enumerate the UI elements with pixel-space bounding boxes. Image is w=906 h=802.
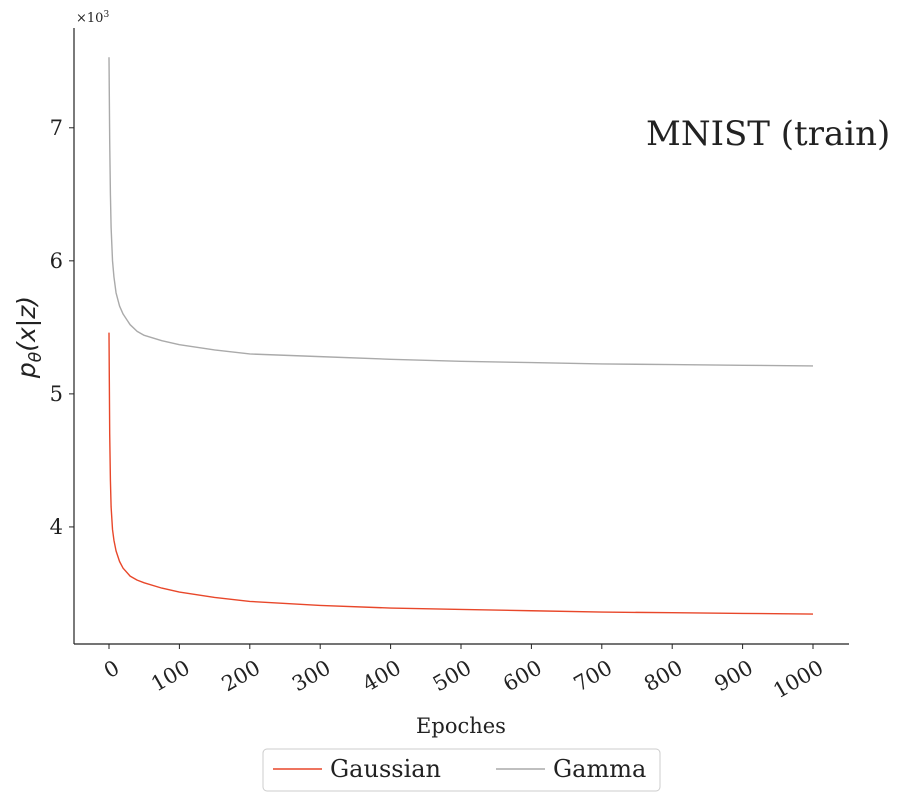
y-tick-label: 5 [50, 382, 63, 406]
x-tick-label: 300 [288, 656, 335, 697]
series-line-gamma [108, 57, 814, 367]
x-tick-label: 100 [147, 656, 194, 697]
x-tick-label: 1000 [769, 656, 827, 704]
x-tick-label: 400 [358, 656, 405, 697]
chart-title: MNIST (train) [646, 114, 890, 154]
y-tick-label: 6 [50, 249, 63, 273]
y-ticks: 4 5 6 7 [50, 116, 74, 539]
series-layer [108, 57, 814, 615]
x-tick-label: 600 [499, 656, 546, 697]
x-axis-label: Epoches [416, 714, 506, 738]
legend-box [262, 748, 661, 792]
legend-label-gaussian: Gaussian [330, 755, 441, 783]
y-multiplier: ×103 [76, 10, 109, 26]
legend: Gaussian Gamma [262, 748, 661, 792]
x-tick-label: 800 [640, 656, 687, 697]
series-line-gaussian [108, 332, 814, 615]
x-tick-label: 700 [570, 656, 617, 697]
x-tick-label: 200 [218, 656, 265, 697]
x-tick-label: 900 [710, 656, 757, 697]
y-axis-label: pθ(x|z) [12, 296, 46, 379]
legend-label-gamma: Gamma [553, 755, 646, 783]
x-tick-label: 500 [429, 656, 476, 697]
y-tick-label: 4 [50, 515, 63, 539]
x-ticks: 0 100 200 300 400 500 600 700 800 900 1000 [100, 644, 828, 703]
y-tick-label: 7 [50, 116, 63, 140]
x-tick-label: 0 [100, 656, 124, 683]
